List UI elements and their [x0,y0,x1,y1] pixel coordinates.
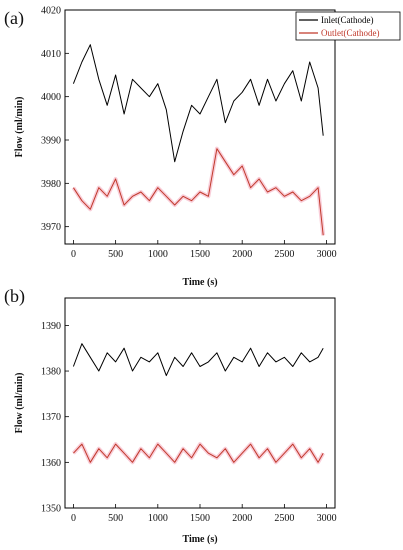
y-tick-label: 1360 [41,458,61,469]
y-tick-label: 4020 [41,6,61,17]
y-tick-label: 1390 [41,321,61,332]
x-tick-label: 1500 [190,513,210,524]
panel-a-y-axis-label: Flow (ml/min) [14,97,25,158]
x-tick-label: 3000 [317,513,337,524]
y-tick-label: 4000 [41,92,61,103]
panel-a-x-axis-label: Time (s) [182,277,217,288]
x-tick-label: 2500 [274,249,294,260]
series-line-outlet [73,443,324,463]
x-tick-label: 1500 [190,249,210,260]
panel-b-plot-frame [64,297,336,509]
series-line-inlet [72,44,324,163]
y-tick-label: 3970 [41,222,61,233]
x-tick-label: 3000 [317,249,337,260]
x-tick-label: 500 [108,249,123,260]
legend-label-outlet: Outlet(Cathode) [321,28,379,38]
panel-b-label: (b) [4,286,25,307]
panel-a-y-ticks: 3970 3980 3990 4000 4010 4020 [41,6,69,233]
series-line-inlet [72,343,324,377]
x-tick-label: 2000 [232,249,252,260]
y-tick-label: 1370 [41,412,61,423]
panel-a-series [71,44,326,236]
x-tick-label: 0 [71,513,76,524]
x-tick-label: 2000 [232,513,252,524]
panel-a: (a) 0 500 1000 1500 2000 2500 3000 3970 3980 399… [4,6,401,288]
y-tick-label: 1350 [41,504,61,515]
panel-a-label: (a) [4,8,24,29]
x-tick-label: 500 [108,513,123,524]
panel-b-y-axis-label: Flow (ml/min) [14,373,25,434]
legend-box [295,11,401,41]
x-tick-label: 2500 [274,513,294,524]
panel-a-x-ticks: 0 500 1000 1500 2000 2500 3000 [71,240,337,260]
series-outlet-glow [71,146,326,236]
y-tick-label: 3980 [41,179,61,190]
y-tick-label: 3990 [41,136,61,147]
panel-b-y-ticks: 1350 1360 1370 1380 1390 [41,321,69,515]
panel-b-x-axis-label: Time (s) [182,534,217,545]
x-tick-label: 1000 [148,513,168,524]
panel-a-legend: Inlet(Cathode) Outlet(Cathode) [295,11,401,41]
panel-a-plot-frame [64,9,336,245]
y-tick-label: 4010 [41,49,61,60]
x-tick-label: 1000 [148,249,168,260]
x-tick-label: 0 [71,249,76,260]
panel-b-x-ticks: 0 500 1000 1500 2000 2500 3000 [71,504,337,524]
legend-label-inlet: Inlet(Cathode) [321,15,373,25]
panel-b: (b) 0 500 1000 1500 2000 2500 3000 1350 1360 137… [4,286,337,545]
panel-b-series [71,343,325,465]
series-line-outlet [72,148,324,236]
y-tick-label: 1380 [41,367,61,378]
